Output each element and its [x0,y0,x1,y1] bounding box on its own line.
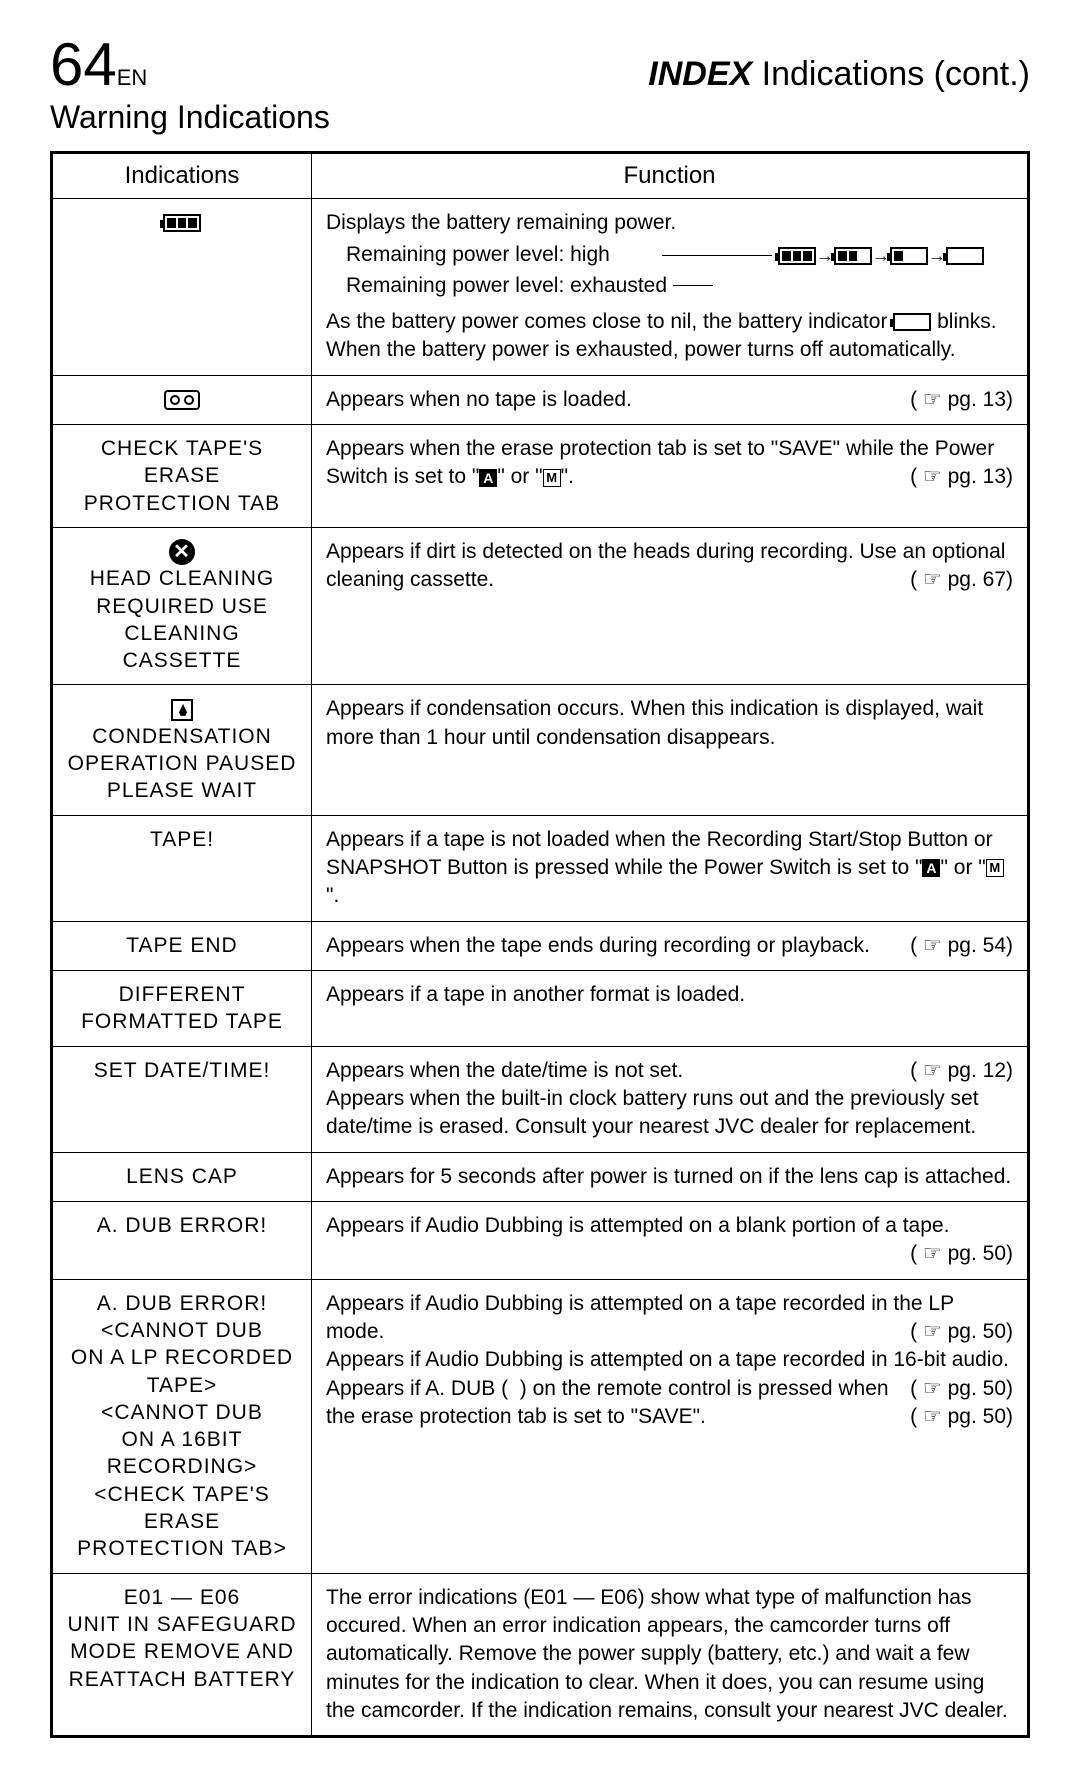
error-x-icon: ✕ [169,539,195,565]
erase-ind: CHECK TAPE'S ERASEPROTECTION TAB [52,425,312,528]
table-row: Appears when no tape is loaded. ( ☞ pg. … [52,375,1029,424]
col-function: Function [312,153,1029,199]
cassette-icon [164,390,200,410]
indications-table: Indications Function Displays the batter… [50,151,1030,1738]
table-row: CHECK TAPE'S ERASEPROTECTION TAB Appears… [52,425,1029,528]
section-title: INDEX Indications (cont.) [648,55,1030,94]
batt-low-label: Remaining power level: exhausted [346,272,667,300]
table-row: ✕HEAD CLEANINGREQUIRED USECLEANING CASSE… [52,527,1029,684]
table-row: SET DATE/TIME! Appears when the date/tim… [52,1046,1029,1152]
mode-m-icon: M [986,859,1004,877]
tapeend-func: Appears when the tape ends during record… [312,921,1029,970]
page-header: 64EN INDEX Indications (cont.) [50,30,1030,99]
table-row: DIFFERENTFORMATTED TAPE Appears if a tap… [52,971,1029,1047]
battery-indicator-cell [52,199,312,376]
date-ind: SET DATE/TIME! [52,1046,312,1152]
notape-ind [52,375,312,424]
diff-func: Appears if a tape in another format is l… [312,971,1029,1047]
cond-ind: CONDENSATIONOPERATION PAUSEDPLEASE WAIT [52,685,312,815]
error-func: The error indications (E01 — E06) show w… [312,1573,1029,1737]
lens-func: Appears for 5 seconds after power is tur… [312,1152,1029,1201]
battery-3-icon [778,247,816,265]
battery-full-icon [163,214,201,232]
battery-2-icon [834,247,872,265]
head-func: Appears if dirt is detected on the heads… [312,527,1029,684]
batt-autooff: When the battery power is exhausted, pow… [326,336,1013,364]
mode-m-icon: M [543,469,561,487]
battery-intro: Displays the battery remaining power. [326,209,1013,237]
title-italic: INDEX [648,55,752,93]
battery-func: Displays the battery remaining power. Re… [312,199,1029,376]
erase-func: Appears when the erase protection tab is… [312,425,1029,528]
notape-func: Appears when no tape is loaded. ( ☞ pg. … [312,375,1029,424]
mode-a-icon: A [479,469,497,487]
table-row: LENS CAP Appears for 5 seconds after pow… [52,1152,1029,1201]
title-rest: Indications (cont.) [752,55,1030,93]
page-number: 64EN [50,30,147,99]
battery-sequence: →→→ [778,241,984,269]
tape-ind: TAPE! [52,815,312,921]
diff-ind: DIFFERENTFORMATTED TAPE [52,971,312,1047]
batt-high-label: Remaining power level: high [346,241,656,269]
batt-blink: As the battery power comes close to nil,… [326,308,1013,336]
page-num: 64 [50,31,117,98]
adub2-func: Appears if Audio Dubbing is attempted on… [312,1279,1029,1573]
cond-func: Appears if condensation occurs. When thi… [312,685,1029,815]
error-ind: E01 — E06 UNIT IN SAFEGUARD MODE REMOVE … [52,1573,312,1737]
condensation-icon [171,699,193,721]
date-func: Appears when the date/time is not set.( … [312,1046,1029,1152]
table-row: TAPE END Appears when the tape ends duri… [52,921,1029,970]
mode-a-icon: A [922,859,940,877]
tape-func: Appears if a tape is not loaded when the… [312,815,1029,921]
table-row: A. DUB ERROR! Appears if Audio Dubbing i… [52,1201,1029,1279]
page-lang: EN [117,65,148,90]
lens-ind: LENS CAP [52,1152,312,1201]
adub-func: Appears if Audio Dubbing is attempted on… [312,1201,1029,1279]
table-row: A. DUB ERROR! <CANNOT DUB ON A LP RECORD… [52,1279,1029,1573]
battery-1-icon [890,247,928,265]
adub-ind: A. DUB ERROR! [52,1201,312,1279]
table-row: CONDENSATIONOPERATION PAUSEDPLEASE WAIT … [52,685,1029,815]
tapeend-ind: TAPE END [52,921,312,970]
battery-0-icon [946,247,984,265]
table-row: TAPE! Appears if a tape is not loaded wh… [52,815,1029,921]
adub2-ind: A. DUB ERROR! <CANNOT DUB ON A LP RECORD… [52,1279,312,1573]
col-indications: Indications [52,153,312,199]
table-row: E01 — E06 UNIT IN SAFEGUARD MODE REMOVE … [52,1573,1029,1737]
battery-empty-icon [893,313,931,331]
head-ind: ✕HEAD CLEANINGREQUIRED USECLEANING CASSE… [52,527,312,684]
table-row: Displays the battery remaining power. Re… [52,199,1029,376]
subtitle: Warning Indications [50,99,1030,136]
